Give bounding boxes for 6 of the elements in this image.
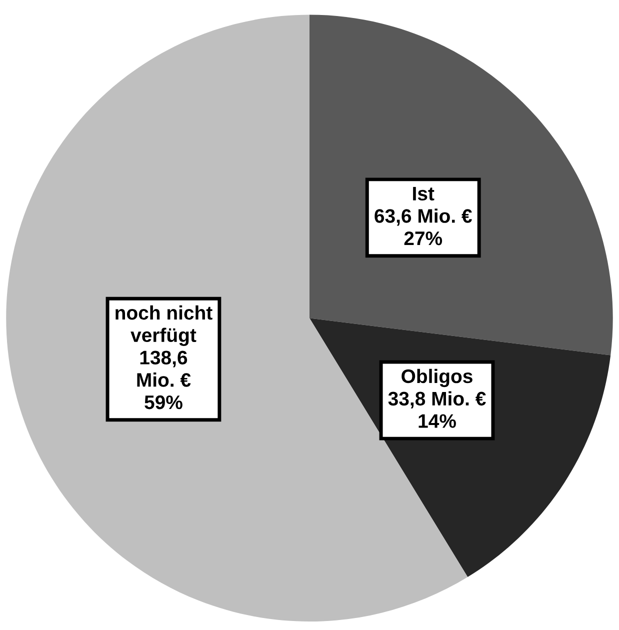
data-label: 138,6 Mio. € 59% <box>137 350 191 410</box>
data-label: 33,8 Mio. € 14% <box>388 391 486 428</box>
slice-label: noch nicht verfügt <box>116 305 212 346</box>
slice-label: Obligos <box>402 368 472 388</box>
slice-label: Ist <box>413 186 434 201</box>
data-label: 63,6 Mio. € 27% <box>374 208 472 246</box>
